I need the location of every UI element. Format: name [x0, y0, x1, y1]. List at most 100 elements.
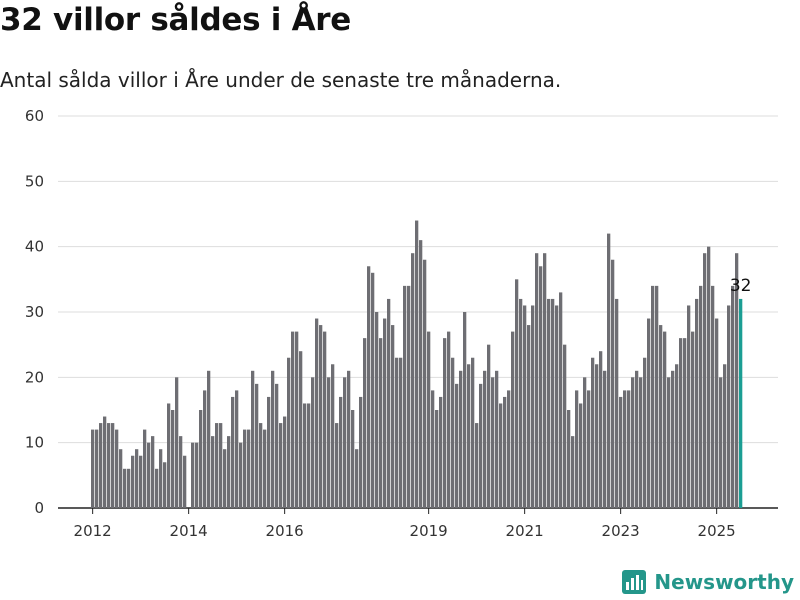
- bar: [219, 423, 223, 508]
- bar: [503, 396, 507, 508]
- bar: [607, 233, 611, 508]
- bar: [443, 338, 447, 508]
- bar: [415, 220, 419, 508]
- bar: [175, 377, 179, 508]
- bar: [359, 396, 363, 508]
- bar: [159, 449, 163, 508]
- bar: [471, 357, 475, 508]
- bar: [631, 377, 635, 508]
- bar: [211, 436, 215, 508]
- bar: [355, 449, 359, 508]
- bar: [143, 429, 147, 508]
- bar: [203, 390, 207, 508]
- bar: [263, 429, 267, 508]
- bar: [487, 344, 491, 508]
- bar: [651, 285, 655, 508]
- bar: [363, 338, 367, 508]
- y-tick-label: 60: [25, 107, 44, 125]
- bar: [267, 396, 271, 508]
- bar: [667, 377, 671, 508]
- bar: [455, 383, 459, 508]
- bar: [595, 364, 599, 508]
- bar: [331, 364, 335, 508]
- bar: [339, 396, 343, 508]
- bar: [395, 357, 399, 508]
- bar: [699, 285, 703, 508]
- bar: [555, 305, 559, 508]
- bar: [519, 298, 523, 508]
- bar: [307, 403, 311, 508]
- bar: [163, 462, 167, 508]
- bar: [327, 377, 331, 508]
- bar: [199, 410, 203, 508]
- bar: [671, 370, 675, 508]
- bar: [643, 357, 647, 508]
- bar: [491, 377, 495, 508]
- bar: [139, 455, 143, 508]
- bar: [591, 357, 595, 508]
- bar: [531, 305, 535, 508]
- bar: [419, 240, 423, 508]
- bar: [663, 331, 667, 508]
- bar: [611, 259, 615, 508]
- bar: [615, 298, 619, 508]
- bar: [563, 344, 567, 508]
- bar: [571, 436, 575, 508]
- bar: [735, 253, 739, 508]
- bar: [215, 423, 219, 508]
- bar: [411, 253, 415, 508]
- x-axis-ticks: 2012 2014 2016 2019 2021 2023 2025: [74, 508, 736, 540]
- bar: [95, 429, 99, 508]
- bar: [695, 298, 699, 508]
- bar: [231, 396, 235, 508]
- x-tick-label: 2025: [698, 522, 736, 540]
- bar: [475, 423, 479, 508]
- bar: [399, 357, 403, 508]
- bar: [427, 331, 431, 508]
- bar: [227, 436, 231, 508]
- bar: [723, 364, 727, 508]
- bar: [367, 266, 371, 508]
- x-tick-label: 2019: [410, 522, 448, 540]
- y-tick-label: 50: [25, 172, 44, 190]
- bar: [343, 377, 347, 508]
- bar: [683, 338, 687, 508]
- bar: [679, 338, 683, 508]
- y-axis-ticks: 0 10 20 30 40 50 60: [25, 107, 44, 517]
- bar: [379, 338, 383, 508]
- bar: [299, 351, 303, 508]
- bar: [543, 253, 547, 508]
- y-tick-label: 20: [25, 368, 44, 386]
- bar: [507, 390, 511, 508]
- bar: [171, 410, 175, 508]
- bar: [119, 449, 123, 508]
- bar: [587, 390, 591, 508]
- bar: [727, 305, 731, 508]
- bar: [515, 279, 519, 508]
- bar: [311, 377, 315, 508]
- bars: [91, 220, 743, 509]
- bar: [423, 259, 427, 508]
- bar: [323, 331, 327, 508]
- bar: [407, 285, 411, 508]
- bar: [719, 377, 723, 508]
- bar: [511, 331, 515, 508]
- bar: [259, 423, 263, 508]
- bar: [235, 390, 239, 508]
- bar: [623, 390, 627, 508]
- bar: [147, 442, 151, 508]
- bar: [431, 390, 435, 508]
- bar: [127, 468, 131, 508]
- bar-highlight: [739, 298, 743, 508]
- bar: [183, 455, 187, 508]
- bar: [247, 429, 251, 508]
- bar: [447, 331, 451, 508]
- bar: [403, 285, 407, 508]
- bar: [551, 298, 555, 508]
- bar: [527, 325, 531, 508]
- bar: [239, 442, 243, 508]
- bar: [243, 429, 247, 508]
- bar: [167, 403, 171, 508]
- brand-name: Newsworthy: [654, 570, 794, 594]
- y-tick-label: 40: [25, 238, 44, 256]
